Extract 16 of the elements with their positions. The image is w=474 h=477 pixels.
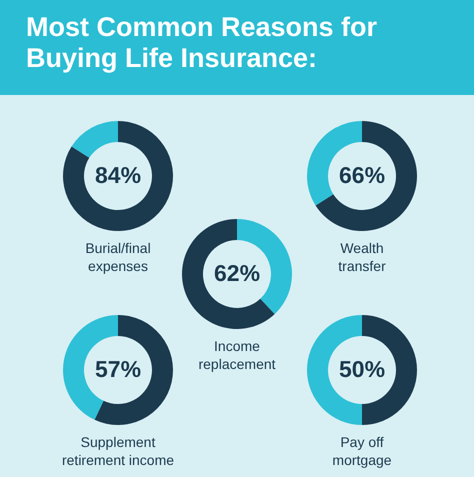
data-label: 84% xyxy=(94,162,142,188)
slice-label: Burial/final expenses xyxy=(85,240,151,274)
data-label: 62% xyxy=(214,260,260,286)
donut-slice xyxy=(316,121,417,231)
data-label: 50% xyxy=(338,356,386,382)
donut-slice xyxy=(94,315,173,425)
data-label: 66% xyxy=(338,162,386,188)
donut-slice xyxy=(63,121,173,231)
slice-label: Pay off mortgage xyxy=(332,434,392,468)
data-label: 57% xyxy=(94,356,142,382)
donut-slice xyxy=(72,121,118,158)
donut-slice xyxy=(182,219,275,329)
chart-title: Most Common Reasons for Buying Life Insurance: xyxy=(26,12,378,74)
slice-label: Supplement retirement income xyxy=(62,434,174,468)
slice-label: Wealth transfer xyxy=(338,240,386,274)
slice-label: Income replacement xyxy=(198,338,276,372)
